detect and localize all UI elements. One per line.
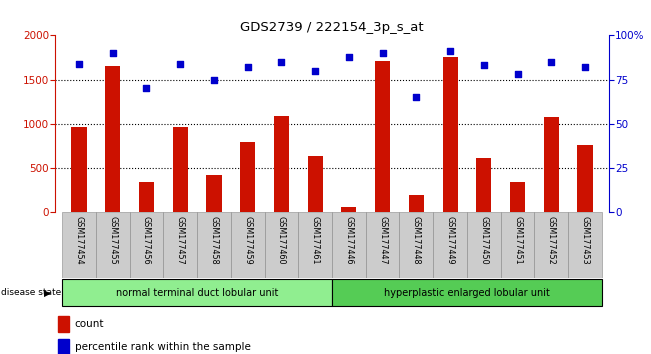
Point xyxy=(141,86,152,91)
Text: GSM177453: GSM177453 xyxy=(581,216,590,264)
Text: percentile rank within the sample: percentile rank within the sample xyxy=(75,342,251,353)
Bar xyxy=(197,212,231,278)
Point xyxy=(546,59,557,65)
Text: GSM177446: GSM177446 xyxy=(344,216,353,264)
Text: GSM177447: GSM177447 xyxy=(378,216,387,264)
Bar xyxy=(298,212,332,278)
Bar xyxy=(477,158,492,212)
Title: GDS2739 / 222154_3p_s_at: GDS2739 / 222154_3p_s_at xyxy=(240,21,424,34)
Text: normal terminal duct lobular unit: normal terminal duct lobular unit xyxy=(116,288,278,298)
Bar xyxy=(264,212,298,278)
Bar xyxy=(130,212,163,278)
Text: ▶: ▶ xyxy=(44,289,51,297)
Text: GSM177459: GSM177459 xyxy=(243,216,252,264)
Point xyxy=(344,54,354,59)
Bar xyxy=(568,212,602,278)
Bar xyxy=(400,212,433,278)
Bar xyxy=(62,279,332,307)
Bar xyxy=(240,143,255,212)
Bar xyxy=(58,316,69,332)
Point xyxy=(107,50,118,56)
Bar xyxy=(206,175,221,212)
Point xyxy=(310,68,320,74)
Point xyxy=(378,50,388,56)
Bar xyxy=(409,195,424,212)
Point xyxy=(209,77,219,82)
Bar xyxy=(307,156,323,212)
Text: GSM177461: GSM177461 xyxy=(311,216,320,264)
Text: GSM177451: GSM177451 xyxy=(513,216,522,264)
Point xyxy=(242,64,253,70)
Bar xyxy=(231,212,264,278)
Bar xyxy=(163,212,197,278)
Text: GSM177458: GSM177458 xyxy=(210,216,219,264)
Bar xyxy=(105,67,120,212)
Text: GSM177455: GSM177455 xyxy=(108,216,117,264)
Bar xyxy=(332,212,366,278)
Bar xyxy=(58,339,69,354)
Bar xyxy=(341,207,357,212)
Text: GSM177448: GSM177448 xyxy=(412,216,421,264)
Bar xyxy=(375,61,390,212)
Text: GSM177460: GSM177460 xyxy=(277,216,286,264)
Point xyxy=(580,64,590,70)
Bar xyxy=(577,145,592,212)
Bar xyxy=(332,279,602,307)
Bar xyxy=(534,212,568,278)
Bar xyxy=(72,127,87,212)
Text: GSM177457: GSM177457 xyxy=(176,216,185,264)
Point xyxy=(276,59,286,65)
Text: GSM177454: GSM177454 xyxy=(74,216,83,264)
Text: count: count xyxy=(75,319,104,330)
Bar xyxy=(433,212,467,278)
Bar xyxy=(501,212,534,278)
Bar xyxy=(274,116,289,212)
Point xyxy=(478,63,489,68)
Bar xyxy=(173,127,187,212)
Bar xyxy=(366,212,400,278)
Point xyxy=(445,48,455,54)
Point xyxy=(411,95,422,100)
Text: GSM177449: GSM177449 xyxy=(445,216,454,264)
Text: GSM177456: GSM177456 xyxy=(142,216,151,264)
Bar xyxy=(443,57,458,212)
Bar xyxy=(62,212,96,278)
Bar xyxy=(96,212,130,278)
Text: GSM177450: GSM177450 xyxy=(479,216,488,264)
Text: disease state: disease state xyxy=(1,289,62,297)
Point xyxy=(512,72,523,77)
Text: hyperplastic enlarged lobular unit: hyperplastic enlarged lobular unit xyxy=(384,288,550,298)
Text: GSM177452: GSM177452 xyxy=(547,216,556,264)
Bar xyxy=(467,212,501,278)
Bar xyxy=(544,117,559,212)
Bar xyxy=(139,182,154,212)
Point xyxy=(74,61,84,67)
Point xyxy=(175,61,186,67)
Bar xyxy=(510,182,525,212)
